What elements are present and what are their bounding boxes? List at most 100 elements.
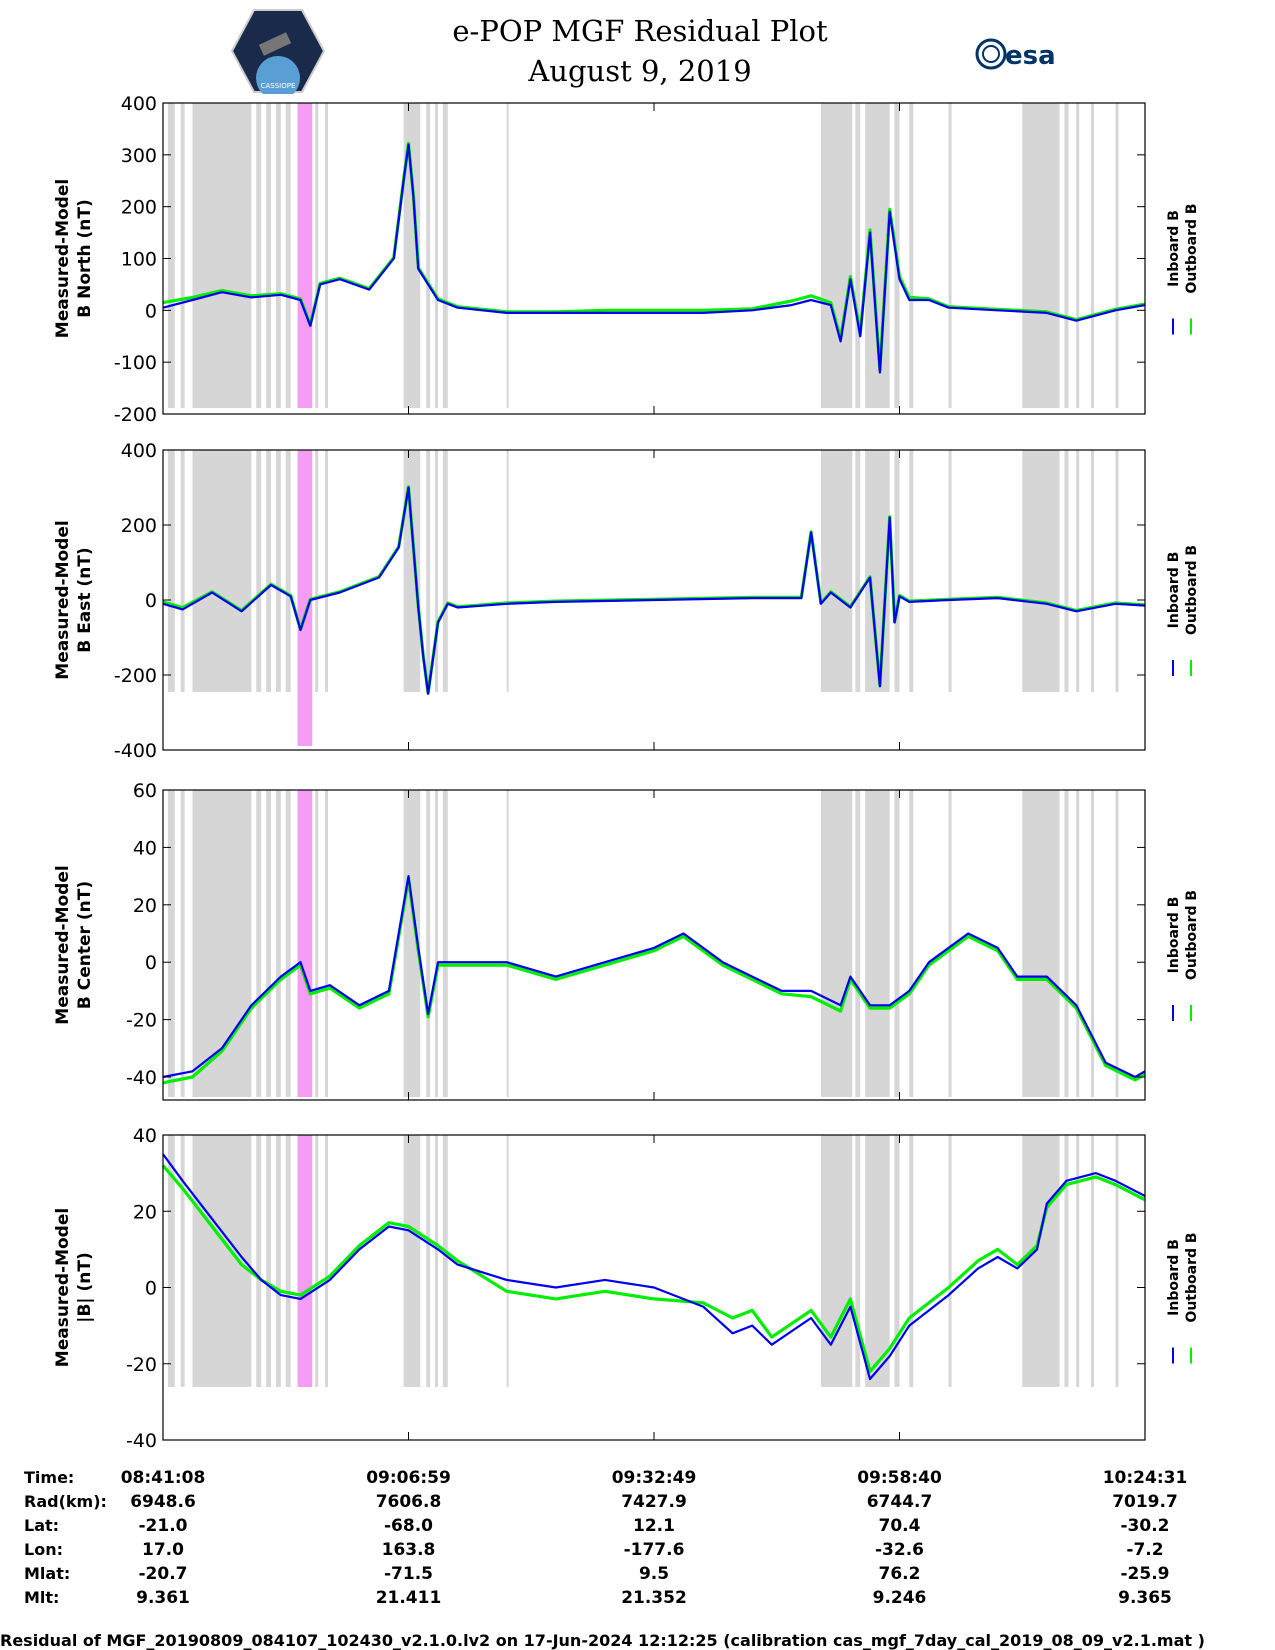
panel-4: 40 20 0 -20 -40 Measured-Model |B| (nT) Inboard… (53, 1125, 1200, 1452)
y-tick-label: 100 (121, 249, 157, 271)
orbit-row-label: Mlat: (24, 1564, 70, 1583)
gap-band (167, 103, 175, 408)
panel-2: 400 200 0 -200 -400 Measured-Model B East (nT)… (53, 440, 1200, 762)
legend-outboard: Outboard B (1184, 203, 1200, 293)
gap-band (275, 790, 281, 1097)
series-line-inboard-b (162, 143, 1146, 374)
y-tick-label: -200 (114, 404, 157, 426)
gap-band (256, 790, 262, 1097)
gap-band (180, 1135, 185, 1387)
highlight-band (297, 790, 313, 1097)
legend-inboard: Inboard B (1166, 552, 1182, 629)
gap-band (180, 790, 185, 1097)
orbit-value: 76.2 (879, 1564, 921, 1584)
y-tick-label: 200 (121, 197, 157, 219)
gap-band (1064, 1135, 1069, 1387)
orbit-value: -30.2 (1121, 1516, 1170, 1536)
gap-band (192, 1135, 252, 1387)
orbit-value: -7.2 (1126, 1540, 1163, 1560)
y-tick-label: 400 (121, 93, 157, 115)
gap-band (325, 103, 328, 408)
y-axis-label: Measured-Model (53, 865, 73, 1024)
footer-caption: Residual of MGF_20190809_084107_102430_v… (0, 1631, 1205, 1650)
gap-band (1115, 103, 1119, 408)
legend-inboard: Inboard B (1166, 897, 1182, 974)
y-axis-label-unit: B North (nT) (75, 199, 95, 318)
gap-band (435, 1135, 438, 1387)
time-tick-label: 10:24:31 (1103, 1468, 1188, 1488)
gap-band (506, 450, 509, 692)
cassiope-logo: CASSIOPE (230, 9, 326, 94)
gap-band (275, 103, 281, 408)
gap-band (266, 1135, 272, 1387)
gap-band (1076, 103, 1080, 408)
gap-band (948, 1135, 952, 1387)
y-tick-label: 0 (145, 952, 157, 974)
orbit-value: 17.0 (142, 1540, 184, 1560)
gap-band (1090, 450, 1094, 692)
gap-band (285, 103, 291, 408)
gap-band (894, 790, 900, 1097)
gap-band (1076, 790, 1080, 1097)
gap-band (285, 1135, 291, 1387)
gap-band (266, 790, 272, 1097)
gap-band (256, 1135, 262, 1387)
series-line-inboard-b (162, 875, 1146, 1079)
gap-band (266, 103, 272, 408)
gap-band (167, 1135, 175, 1387)
gap-band (435, 103, 438, 408)
gap-band (1076, 450, 1080, 692)
gap-band (1064, 103, 1069, 408)
gap-band (506, 1135, 509, 1387)
gap-band (1115, 450, 1119, 692)
orbit-row-label: Lon: (24, 1540, 63, 1559)
y-tick-label: 20 (133, 895, 157, 917)
orbit-value: 12.1 (633, 1516, 675, 1536)
panel-1: 400 300 200 100 0 -100 -200 Measured-Model B Nor… (53, 93, 1200, 426)
gap-band (820, 450, 853, 692)
gap-band (909, 1135, 914, 1387)
y-axis-label: Measured-Model (53, 179, 73, 338)
gap-band (315, 103, 319, 408)
gap-band (1090, 790, 1094, 1097)
y-tick-label: -40 (126, 1067, 157, 1089)
highlight-band (297, 450, 313, 746)
gap-band (820, 103, 853, 408)
gap-band (1022, 450, 1060, 692)
gap-band (820, 1135, 853, 1387)
gap-band (948, 790, 952, 1097)
gap-band (442, 790, 448, 1097)
orbit-table: Time: 08:41:08 09:06:59 09:32:49 09:58:40 10:… (24, 1468, 1187, 1608)
orbit-value: -20.7 (139, 1564, 188, 1584)
orbit-row-label: Lat: (24, 1516, 59, 1535)
orbit-value: 6744.7 (867, 1492, 933, 1512)
y-tick-label: 300 (121, 145, 157, 167)
gap-band (435, 790, 438, 1097)
y-tick-label: -200 (114, 665, 157, 687)
gap-band (1064, 790, 1069, 1097)
time-tick-label: 09:06:59 (366, 1468, 451, 1488)
gap-band (426, 1135, 431, 1387)
orbit-value: 70.4 (879, 1516, 921, 1536)
orbit-value: -21.0 (139, 1516, 188, 1536)
legend-inboard: Inboard B (1166, 1239, 1182, 1316)
legend-outboard: Outboard B (1184, 1232, 1200, 1322)
series-line-outboard-b (161, 1164, 1146, 1373)
orbit-row-label: Rad(km): (24, 1492, 107, 1511)
series-line-outboard-b (162, 877, 1146, 1085)
orbit-value: 7427.9 (621, 1492, 687, 1512)
orbit-value: 7019.7 (1112, 1492, 1178, 1512)
gap-band (403, 790, 421, 1097)
orbit-value: -177.6 (624, 1540, 685, 1560)
y-tick-label: -400 (114, 740, 157, 762)
orbit-value: -68.0 (384, 1516, 433, 1536)
gap-band (285, 790, 291, 1097)
gap-band (315, 450, 319, 692)
y-tick-label: 20 (133, 1201, 157, 1223)
gap-band (909, 450, 914, 692)
gap-band (180, 450, 185, 692)
gap-band (192, 450, 252, 692)
esa-logo: esa (975, 38, 1056, 71)
gap-band (403, 450, 421, 692)
y-axis-label: Measured-Model (53, 1208, 73, 1367)
